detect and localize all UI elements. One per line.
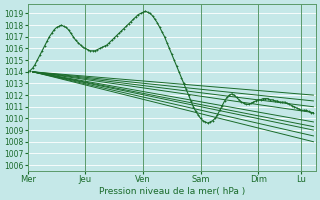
- X-axis label: Pression niveau de la mer( hPa ): Pression niveau de la mer( hPa ): [99, 187, 245, 196]
